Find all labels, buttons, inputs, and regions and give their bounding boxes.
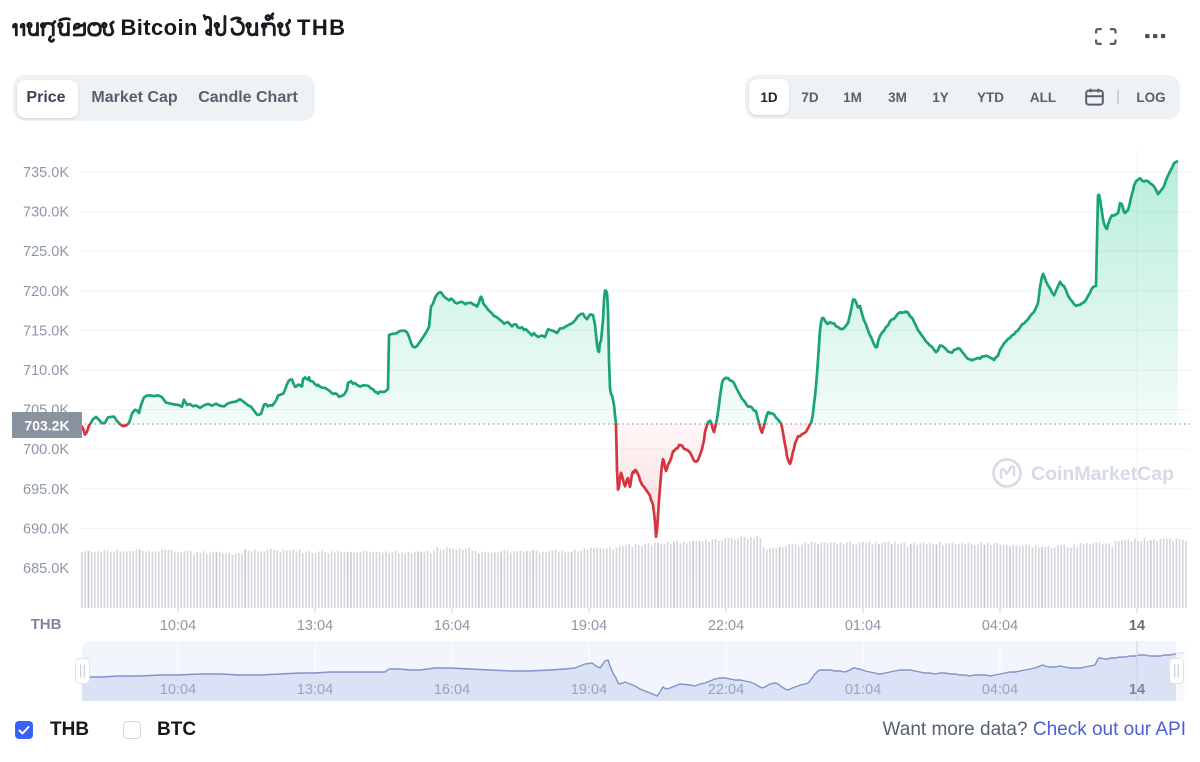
svg-text:Bitcoin: Bitcoin xyxy=(121,15,198,40)
svg-text:22:04: 22:04 xyxy=(708,618,744,634)
svg-text:THB: THB xyxy=(297,15,346,40)
svg-text:04:04: 04:04 xyxy=(982,682,1018,698)
svg-text:04:04: 04:04 xyxy=(982,618,1018,634)
svg-text:10:04: 10:04 xyxy=(160,682,196,698)
svg-text:703.2K: 703.2K xyxy=(24,418,69,434)
svg-text:725.0K: 725.0K xyxy=(23,244,69,260)
svg-text:720.0K: 720.0K xyxy=(23,284,69,300)
svg-text:16:04: 16:04 xyxy=(434,682,470,698)
svg-text:CoinMarketCap: CoinMarketCap xyxy=(1031,463,1174,485)
svg-text:01:04: 01:04 xyxy=(845,682,881,698)
svg-text:19:04: 19:04 xyxy=(571,682,607,698)
svg-text:690.0K: 690.0K xyxy=(23,521,69,537)
svg-text:695.0K: 695.0K xyxy=(23,482,69,498)
svg-text:735.0K: 735.0K xyxy=(23,165,69,181)
svg-text:10:04: 10:04 xyxy=(160,618,196,634)
svg-text:13:04: 13:04 xyxy=(297,618,333,634)
svg-text:14: 14 xyxy=(1129,618,1145,634)
svg-text:01:04: 01:04 xyxy=(845,618,881,634)
svg-text:14: 14 xyxy=(1129,682,1145,698)
svg-text:THB: THB xyxy=(31,616,62,633)
svg-text:730.0K: 730.0K xyxy=(23,205,69,221)
svg-text:22:04: 22:04 xyxy=(708,682,744,698)
svg-text:715.0K: 715.0K xyxy=(23,323,69,339)
svg-text:685.0K: 685.0K xyxy=(23,561,69,577)
svg-text:19:04: 19:04 xyxy=(571,618,607,634)
svg-text:700.0K: 700.0K xyxy=(23,442,69,458)
svg-text:16:04: 16:04 xyxy=(434,618,470,634)
svg-text:710.0K: 710.0K xyxy=(23,363,69,379)
svg-text:13:04: 13:04 xyxy=(297,682,333,698)
